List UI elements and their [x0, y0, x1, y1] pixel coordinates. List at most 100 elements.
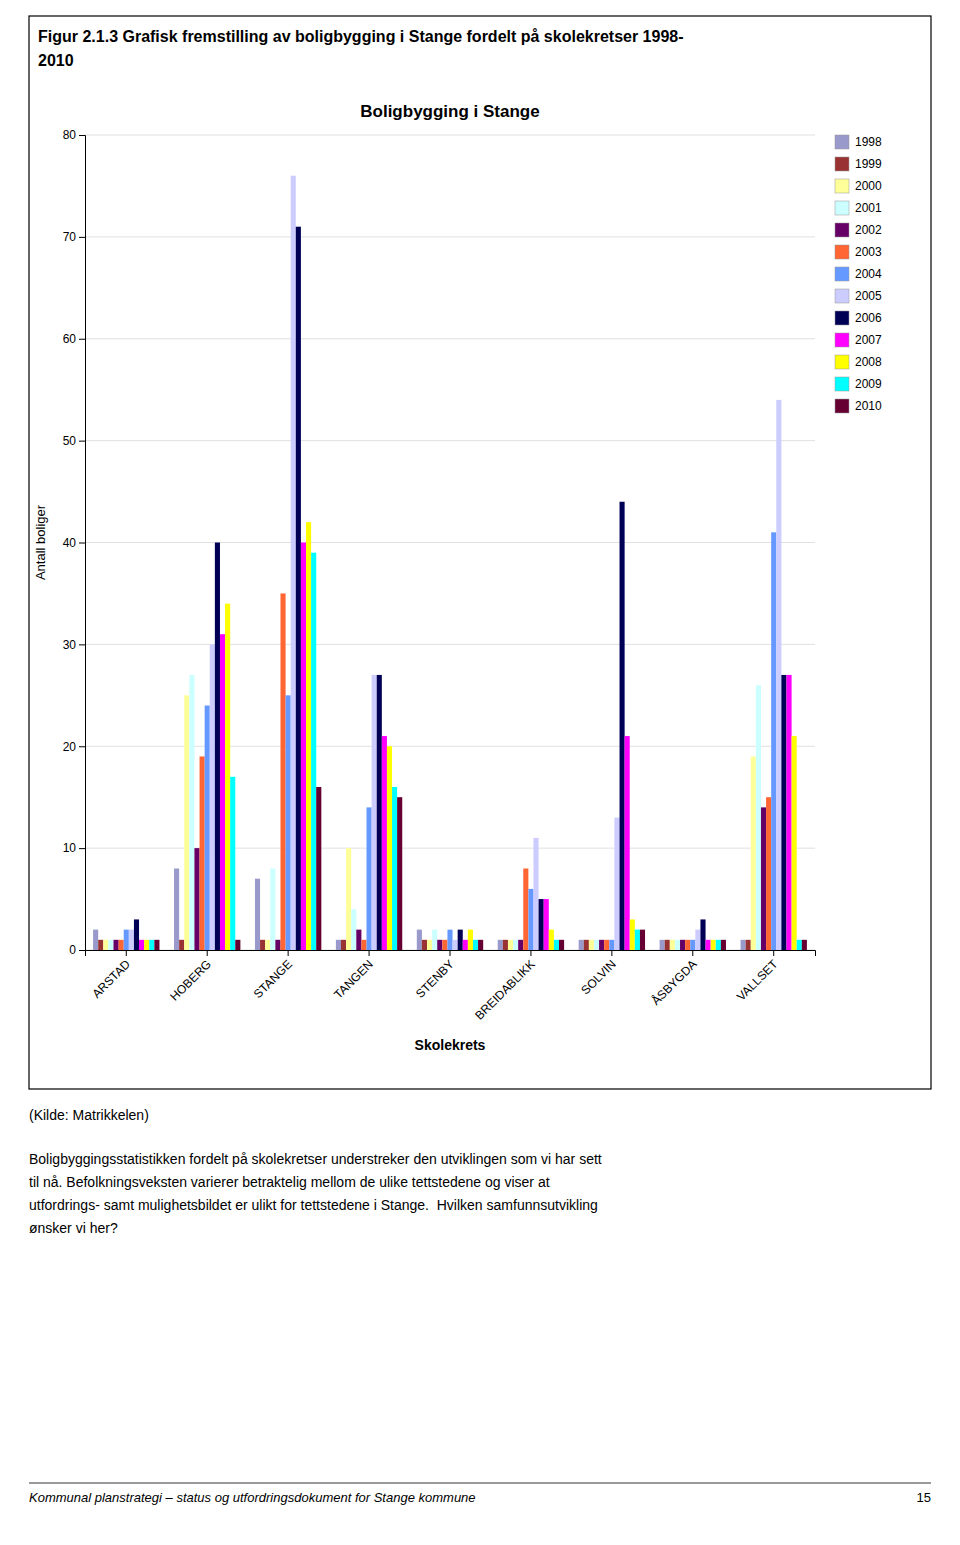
bar [751, 756, 756, 950]
bar [700, 919, 705, 950]
x-tick: STANGE [251, 950, 295, 1001]
bar [220, 634, 225, 950]
bar [377, 675, 382, 950]
x-tick-mark [611, 950, 612, 956]
x-tick-label: ÅSBYGDA [648, 956, 700, 1008]
grid-line [85, 542, 815, 543]
bar [179, 940, 184, 950]
bar [544, 899, 549, 950]
bar [336, 940, 341, 950]
bar [776, 400, 781, 950]
y-tick-label: 50 [63, 434, 77, 448]
bar [533, 838, 538, 950]
bar [346, 848, 351, 950]
source-note: (Kilde: Matrikkelen) [29, 1107, 149, 1123]
legend-swatch [835, 157, 849, 171]
legend-item: 2010 [835, 399, 882, 413]
grid-line [85, 746, 815, 747]
y-tick-mark [79, 644, 85, 645]
y-tick-mark [79, 543, 85, 544]
y-tick: 20 [63, 740, 85, 754]
bar [685, 940, 690, 950]
bar [291, 176, 296, 950]
x-tick-mark [530, 950, 531, 956]
bar [275, 940, 280, 950]
y-tick-mark [79, 441, 85, 442]
x-axis: ARSTADHOBERGSTANGETANGENSTENBYBREIDABLIK… [86, 950, 816, 1023]
x-tick: TANGEN [331, 950, 376, 1002]
bar-series [139, 543, 792, 951]
x-tick: STENBY [413, 950, 457, 1001]
legend-label: 1999 [855, 157, 882, 171]
bar [382, 736, 387, 950]
legend-label: 2009 [855, 377, 882, 391]
bar-series [154, 787, 807, 950]
legend-swatch [835, 311, 849, 325]
bar [356, 930, 361, 950]
legend-label: 2002 [855, 223, 882, 237]
y-tick-mark [79, 950, 85, 951]
y-axis-line [79, 136, 86, 951]
bar [711, 940, 716, 950]
bar [311, 553, 316, 950]
x-tick: HOBERG [167, 950, 214, 1004]
bar [756, 685, 761, 950]
y-tick: 30 [63, 638, 85, 652]
bar [134, 919, 139, 950]
y-tick-label: 0 [69, 943, 76, 957]
legend-label: 2005 [855, 289, 882, 303]
y-tick: 40 [63, 536, 85, 550]
bar [549, 930, 554, 950]
bar [306, 522, 311, 950]
legend-item: 2004 [835, 267, 882, 281]
bar [589, 940, 594, 950]
bar [513, 940, 518, 950]
bar [194, 848, 199, 950]
bar [620, 502, 625, 950]
grid-line [85, 338, 815, 339]
y-tick-mark [79, 339, 85, 340]
bar [468, 930, 473, 950]
y-axis: 01020304050607080 [63, 128, 86, 957]
legend-swatch [835, 267, 849, 281]
bar [690, 940, 695, 950]
y-tick: 80 [63, 128, 85, 142]
bar [458, 930, 463, 950]
bar [498, 940, 503, 950]
bar [630, 919, 635, 950]
y-tick-mark [79, 237, 85, 238]
bar [215, 543, 220, 951]
bar [442, 940, 447, 950]
legend-swatch [835, 333, 849, 347]
bar [301, 543, 306, 951]
y-tick-mark [79, 848, 85, 849]
y-tick-label: 40 [63, 536, 77, 550]
bar-series [129, 176, 782, 950]
bar [144, 940, 149, 950]
bar-series [149, 553, 802, 950]
legend-item: 2005 [835, 289, 882, 303]
bar [124, 930, 129, 950]
bar [422, 940, 427, 950]
x-tick: ARSTAD [89, 950, 133, 1001]
legend-label: 2001 [855, 201, 882, 215]
body-text: ønsker vi her? [29, 1220, 118, 1236]
legend-label: 2003 [855, 245, 882, 259]
y-tick-label: 20 [63, 740, 77, 754]
bar [316, 787, 321, 950]
body-text: Boligbyggingsstatistikken fordelt på sko… [29, 1151, 602, 1167]
bar [189, 675, 194, 950]
bar [518, 940, 523, 950]
legend-swatch [835, 377, 849, 391]
grid-line [85, 644, 815, 645]
bar [508, 940, 513, 950]
legend-label: 2008 [855, 355, 882, 369]
x-axis-line [86, 951, 816, 957]
bar [523, 869, 528, 951]
bar [594, 940, 599, 950]
chart-title: Boligbygging i Stange [360, 102, 539, 121]
bar [716, 940, 721, 950]
x-tick-label: HOBERG [167, 957, 214, 1004]
bar [559, 940, 564, 950]
bar [695, 930, 700, 950]
